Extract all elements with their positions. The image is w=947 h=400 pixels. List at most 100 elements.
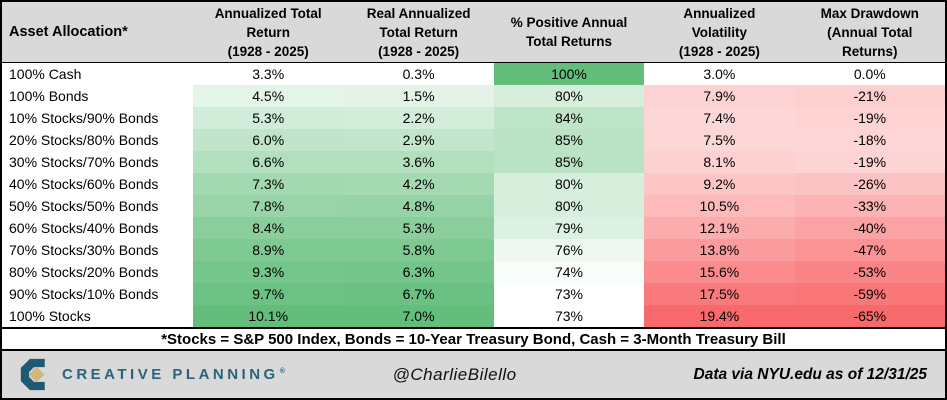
value-cell: 80% bbox=[493, 85, 645, 107]
value-cell: -18% bbox=[794, 129, 945, 151]
value-cell: 7.3% bbox=[193, 173, 344, 195]
table-row: 10% Stocks/90% Bonds 5.3% 2.2% 84% 7.4% -19% bbox=[2, 107, 945, 129]
value-cell: 10.5% bbox=[644, 195, 795, 217]
creative-planning-logo: CREATIVE PLANNING® bbox=[20, 358, 288, 391]
value-cell: 80% bbox=[493, 173, 645, 195]
table-row: 100% Stocks 10.1% 7.0% 73% 19.4% -65% bbox=[2, 305, 945, 327]
allocation-cell: 50% Stocks/50% Bonds bbox=[2, 195, 193, 217]
value-cell: 7.8% bbox=[193, 195, 344, 217]
brand-name: CREATIVE PLANNING® bbox=[62, 366, 288, 383]
value-cell: 10.1% bbox=[193, 305, 344, 327]
value-cell: 7.0% bbox=[343, 305, 494, 327]
value-cell: 15.6% bbox=[644, 261, 795, 283]
column-header: Max Drawdown (Annual Total Returns) bbox=[820, 5, 919, 59]
value-cell: 0.3% bbox=[343, 63, 494, 85]
value-cell: 17.5% bbox=[644, 283, 795, 305]
author-handle: @CharlieBilello bbox=[392, 364, 517, 384]
value-cell: 76% bbox=[493, 239, 645, 261]
allocation-cell: 30% Stocks/70% Bonds bbox=[2, 151, 193, 173]
table-row: 80% Stocks/20% Bonds 9.3% 6.3% 74% 15.6% -53% bbox=[2, 261, 945, 283]
value-cell: -19% bbox=[794, 107, 945, 129]
value-cell: 9.2% bbox=[644, 173, 795, 195]
table-footnote: *Stocks = S&P 500 Index, Bonds = 10-Year… bbox=[2, 327, 945, 351]
allocation-cell: 60% Stocks/40% Bonds bbox=[2, 217, 193, 239]
value-cell: 80% bbox=[493, 195, 645, 217]
allocation-cell: 70% Stocks/30% Bonds bbox=[2, 239, 193, 261]
table-row: 40% Stocks/60% Bonds 7.3% 4.2% 80% 9.2% -26% bbox=[2, 173, 945, 195]
table-body: 100% Cash 3.3% 0.3% 100% 3.0% 0.0% 100% Bonds 4… bbox=[2, 63, 945, 327]
data-source-note: Data via NYU.edu as of 12/31/25 bbox=[693, 365, 927, 383]
table-row: 70% Stocks/30% Bonds 8.9% 5.8% 76% 13.8% -47% bbox=[2, 239, 945, 261]
value-cell: 73% bbox=[493, 283, 645, 305]
value-cell: 7.5% bbox=[644, 129, 795, 151]
value-cell: 7.9% bbox=[644, 85, 795, 107]
value-cell: -47% bbox=[794, 239, 945, 261]
table-row: 30% Stocks/70% Bonds 6.6% 3.6% 85% 8.1% -19% bbox=[2, 151, 945, 173]
value-cell: 8.4% bbox=[193, 217, 344, 239]
value-cell: 85% bbox=[493, 129, 645, 151]
allocation-cell: 100% Bonds bbox=[2, 85, 193, 107]
value-cell: 73% bbox=[493, 305, 645, 327]
column-header: % Positive Annual Total Returns bbox=[510, 15, 628, 49]
value-cell: 19.4% bbox=[644, 305, 795, 327]
table-row: 60% Stocks/40% Bonds 8.4% 5.3% 79% 12.1% -40% bbox=[2, 217, 945, 239]
allocation-cell: 20% Stocks/80% Bonds bbox=[2, 129, 193, 151]
value-cell: -53% bbox=[794, 261, 945, 283]
value-cell: 6.3% bbox=[343, 261, 494, 283]
allocation-cell: 100% Cash bbox=[2, 63, 193, 85]
value-cell: 7.4% bbox=[644, 107, 795, 129]
value-cell: 3.3% bbox=[193, 63, 344, 85]
value-cell: 3.6% bbox=[343, 151, 494, 173]
value-cell: 13.8% bbox=[644, 239, 795, 261]
table-row: 100% Bonds 4.5% 1.5% 80% 7.9% -21% bbox=[2, 85, 945, 107]
value-cell: 2.9% bbox=[343, 129, 494, 151]
value-cell: 4.2% bbox=[343, 173, 494, 195]
creative-planning-logo-icon bbox=[20, 358, 45, 391]
value-cell: 3.0% bbox=[644, 63, 795, 85]
value-cell: 1.5% bbox=[343, 85, 494, 107]
value-cell: 0.0% bbox=[794, 63, 945, 85]
value-cell: 8.9% bbox=[193, 239, 344, 261]
value-cell: 74% bbox=[493, 261, 645, 283]
allocation-cell: 100% Stocks bbox=[2, 305, 193, 327]
value-cell: -65% bbox=[794, 305, 945, 327]
value-cell: 5.8% bbox=[343, 239, 494, 261]
value-cell: 5.3% bbox=[343, 217, 494, 239]
value-cell: 4.5% bbox=[193, 85, 344, 107]
table-row: 50% Stocks/50% Bonds 7.8% 4.8% 80% 10.5% -33% bbox=[2, 195, 945, 217]
table-row: 100% Cash 3.3% 0.3% 100% 3.0% 0.0% bbox=[2, 63, 945, 85]
column-header: Annualized Volatility (1928 - 2025) bbox=[678, 5, 760, 59]
value-cell: 2.2% bbox=[343, 107, 494, 129]
column-header: Real Annualized Total Return (1928 - 202… bbox=[366, 5, 471, 59]
value-cell: 4.8% bbox=[343, 195, 494, 217]
value-cell: 100% bbox=[493, 63, 645, 85]
value-cell: -19% bbox=[794, 151, 945, 173]
value-cell: 9.3% bbox=[193, 261, 344, 283]
value-cell: -21% bbox=[794, 85, 945, 107]
value-cell: 8.1% bbox=[644, 151, 795, 173]
allocation-cell: 10% Stocks/90% Bonds bbox=[2, 107, 193, 129]
column-header: Asset Allocation* bbox=[9, 23, 128, 40]
table-row: 20% Stocks/80% Bonds 6.0% 2.9% 85% 7.5% -18% bbox=[2, 129, 945, 151]
allocation-cell: 90% Stocks/10% Bonds bbox=[2, 283, 193, 305]
value-cell: 6.7% bbox=[343, 283, 494, 305]
value-cell: 79% bbox=[493, 217, 645, 239]
allocation-cell: 40% Stocks/60% Bonds bbox=[2, 173, 193, 195]
value-cell: 84% bbox=[493, 107, 645, 129]
value-cell: 12.1% bbox=[644, 217, 795, 239]
table-header-row: Asset Allocation* Annualized Total Return… bbox=[2, 2, 945, 63]
value-cell: 6.0% bbox=[193, 129, 344, 151]
value-cell: 85% bbox=[493, 151, 645, 173]
allocation-cell: 80% Stocks/20% Bonds bbox=[2, 261, 193, 283]
value-cell: -33% bbox=[794, 195, 945, 217]
registered-trademark-icon: ® bbox=[279, 368, 289, 375]
column-header: Annualized Total Return (1928 - 2025) bbox=[214, 5, 322, 59]
value-cell: 5.3% bbox=[193, 107, 344, 129]
brand-name-text: CREATIVE PLANNING bbox=[62, 366, 279, 383]
value-cell: 6.6% bbox=[193, 151, 344, 173]
value-cell: -26% bbox=[794, 173, 945, 195]
value-cell: 9.7% bbox=[193, 283, 344, 305]
value-cell: -40% bbox=[794, 217, 945, 239]
table-row: 90% Stocks/10% Bonds 9.7% 6.7% 73% 17.5% -59% bbox=[2, 283, 945, 305]
